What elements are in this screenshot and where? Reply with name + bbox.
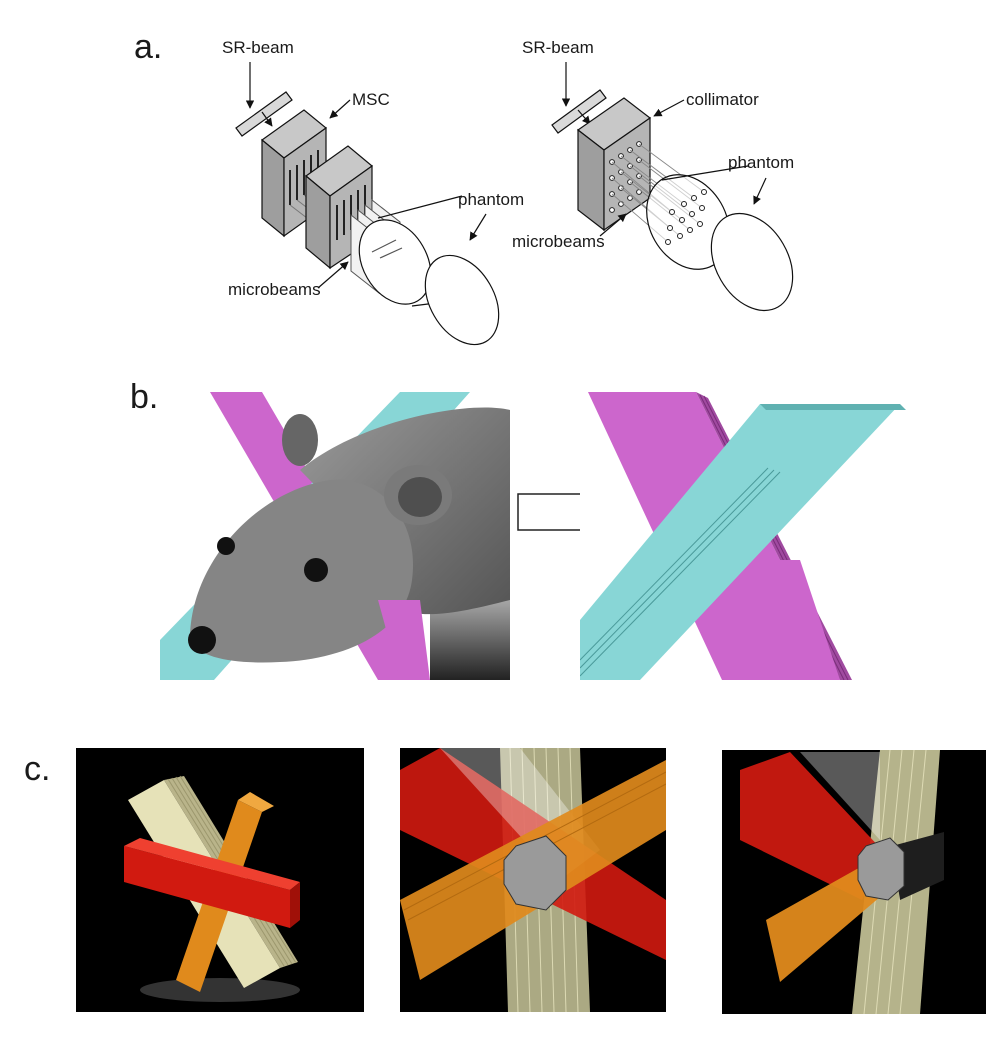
a-left-sr-beam-label: SR-beam <box>222 38 294 57</box>
target-volume <box>503 835 567 911</box>
a-left-msc-label: MSC <box>352 90 390 109</box>
a-right-diagram <box>551 62 794 312</box>
a-right-microbeams-label: microbeams <box>512 232 605 251</box>
a-right-phantom-label: phantom <box>728 153 795 172</box>
panel-c-letter: c. <box>24 750 51 788</box>
red-beam <box>124 846 290 928</box>
mouse-nose <box>188 626 216 654</box>
a-left-diagram <box>235 62 500 346</box>
c-render-3 <box>722 750 986 1014</box>
b-left-mouse-scene <box>160 392 510 680</box>
c-render-1 <box>76 748 364 1012</box>
b-right-beams <box>580 392 910 680</box>
panel-b-letter: b. <box>130 378 159 416</box>
a-right-sr-beam-label: SR-beam <box>522 38 594 57</box>
a-left-phantom-label: phantom <box>458 190 525 209</box>
phantom-end-right <box>710 212 794 312</box>
a-left-microbeams-label: microbeams <box>228 280 321 299</box>
phantom-end <box>424 254 500 346</box>
c-render-2 <box>400 748 666 1012</box>
panel-a-letter: a. <box>134 28 163 66</box>
mouse-head <box>190 479 414 663</box>
mouse-eye <box>304 558 328 582</box>
target-volume-3 <box>857 837 905 901</box>
a-right-collimator-label: collimator <box>686 90 759 109</box>
